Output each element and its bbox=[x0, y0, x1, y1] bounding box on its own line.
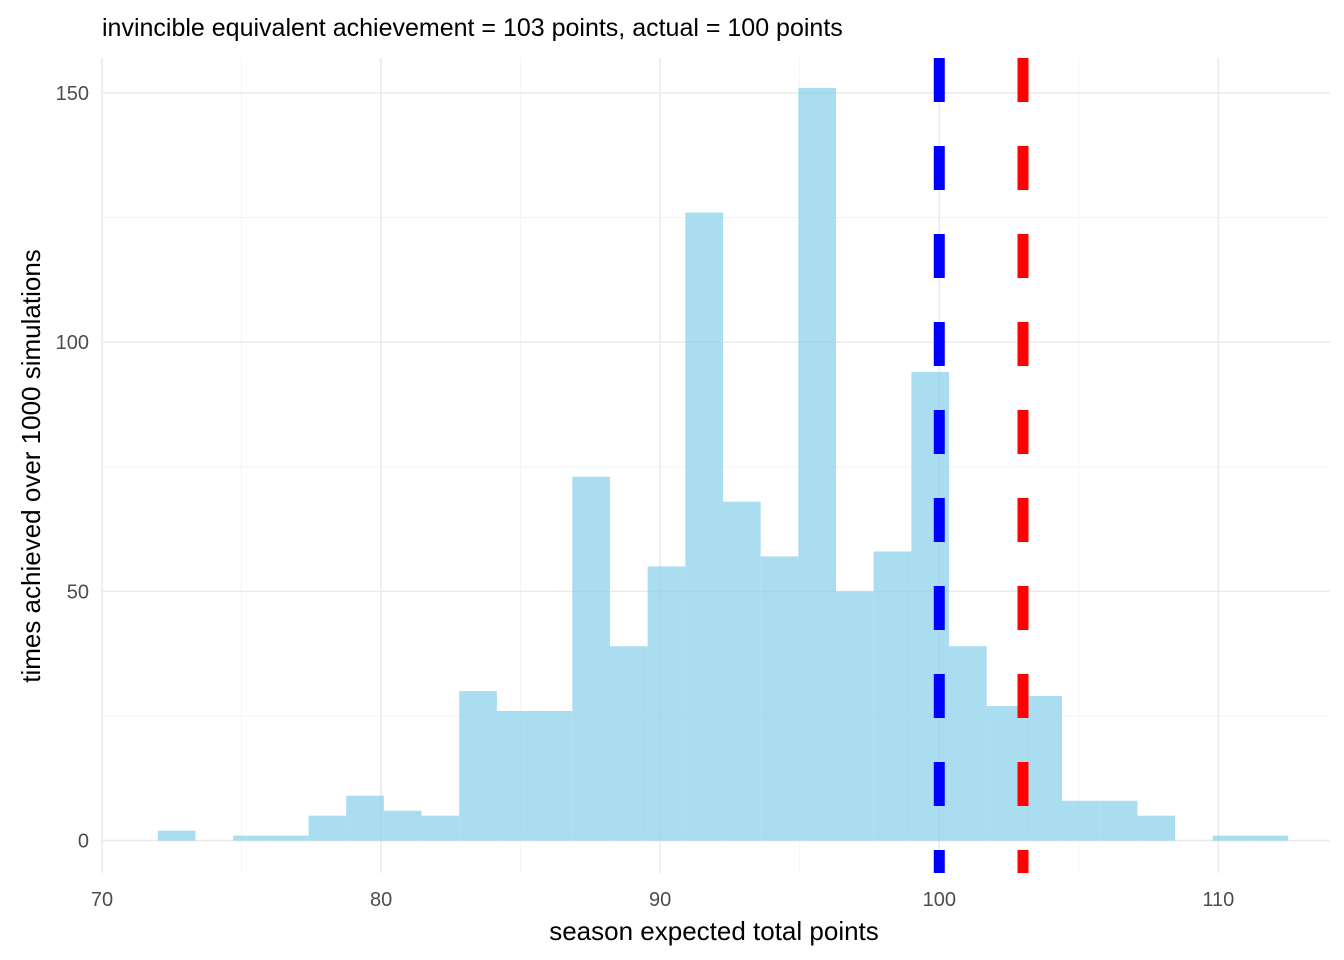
x-tick-label: 70 bbox=[91, 889, 113, 911]
x-tick-label: 90 bbox=[649, 889, 671, 911]
x-axis-title: season expected total points bbox=[549, 916, 879, 946]
histogram-bar bbox=[760, 556, 799, 841]
x-tick-label: 80 bbox=[370, 889, 392, 911]
y-tick-label: 150 bbox=[56, 83, 89, 105]
histogram-bar bbox=[1024, 696, 1063, 841]
histogram-bar bbox=[496, 710, 535, 841]
y-axis-ticks: 0 50 100 150 bbox=[56, 83, 89, 853]
x-tick-label: 100 bbox=[923, 889, 956, 911]
histogram-bar bbox=[609, 646, 648, 841]
histogram-bar bbox=[647, 566, 686, 841]
histogram-bar bbox=[572, 476, 610, 841]
histogram-bar bbox=[1062, 800, 1100, 841]
histogram-bar bbox=[157, 830, 196, 841]
histogram-bar bbox=[1212, 835, 1251, 841]
histogram-bar bbox=[873, 551, 912, 841]
histogram-bar bbox=[421, 815, 460, 841]
histogram-bar bbox=[270, 835, 309, 841]
histogram-bar bbox=[836, 591, 874, 841]
y-tick-label: 100 bbox=[56, 332, 89, 354]
histogram-bar bbox=[685, 212, 723, 841]
x-axis-ticks: 70 80 90 100 110 bbox=[91, 889, 1234, 911]
histogram-bar bbox=[534, 710, 573, 841]
histogram-bar bbox=[308, 815, 347, 841]
y-tick-label: 0 bbox=[78, 831, 89, 853]
histogram-bar bbox=[346, 795, 384, 841]
y-axis-title: times achieved over 1000 simulations bbox=[16, 249, 46, 683]
y-tick-label: 50 bbox=[67, 581, 89, 603]
histogram-bar bbox=[798, 87, 837, 841]
histogram-bar bbox=[1099, 800, 1138, 841]
histogram-bars bbox=[157, 87, 1289, 841]
chart-title: invincible equivalent achievement = 103 … bbox=[102, 14, 843, 42]
x-tick-label: 110 bbox=[1202, 889, 1234, 911]
histogram-bar bbox=[233, 835, 271, 841]
histogram-bar bbox=[722, 501, 761, 841]
histogram-bar bbox=[1250, 835, 1289, 841]
histogram-bar bbox=[459, 691, 497, 841]
histogram-bar bbox=[1137, 815, 1176, 841]
histogram-bar bbox=[383, 810, 422, 841]
histogram-bar bbox=[949, 646, 987, 841]
